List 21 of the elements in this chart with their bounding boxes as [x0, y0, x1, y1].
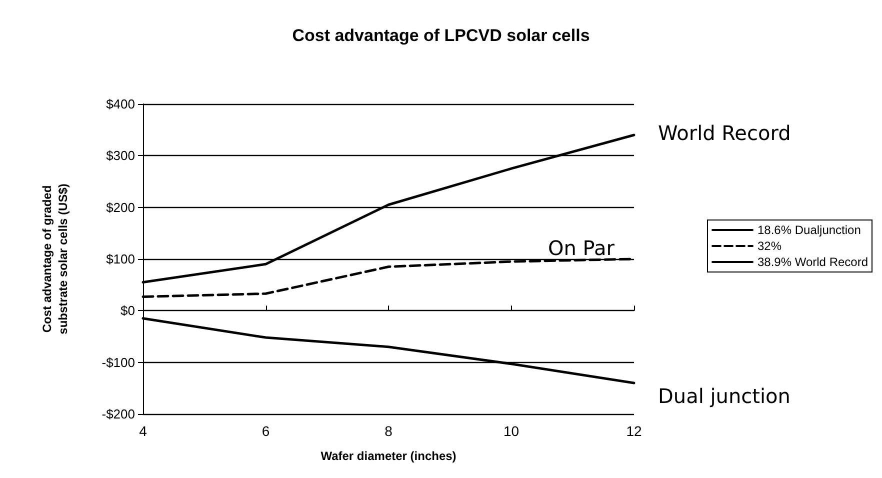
chart-title: Cost advantage of LPCVD solar cells: [292, 26, 590, 45]
y-tick-label: $100: [106, 252, 135, 266]
y-tick-label: -$100: [102, 354, 135, 370]
y-tick-label: $300: [106, 148, 135, 164]
y-tick-label: $0: [120, 303, 135, 318]
x-tick-label: 10: [503, 423, 520, 439]
text: World Record: [658, 121, 791, 145]
x-tick-label: 6: [262, 423, 270, 439]
y-tick-label: $200: [106, 200, 135, 215]
x-tick-label: 12: [626, 423, 642, 439]
legend-label: 38.9% World Record: [758, 255, 868, 269]
x-tick-label: 4: [139, 423, 148, 439]
text: Dual junction: [658, 384, 790, 408]
legend-label: 18.6% Dualjunction: [758, 223, 861, 237]
x-axis-title: Wafer diameter (inches): [320, 449, 456, 463]
annotation: On Par: [548, 236, 616, 260]
y-axis-title: Cost advantage of graded substrate solar cells (US$): [40, 184, 70, 334]
legend-label: 32%: [758, 239, 782, 253]
y-tick-label: $400: [106, 96, 135, 112]
y-tick-label: -$200: [102, 406, 135, 422]
x-tick-label: 8: [384, 423, 393, 439]
